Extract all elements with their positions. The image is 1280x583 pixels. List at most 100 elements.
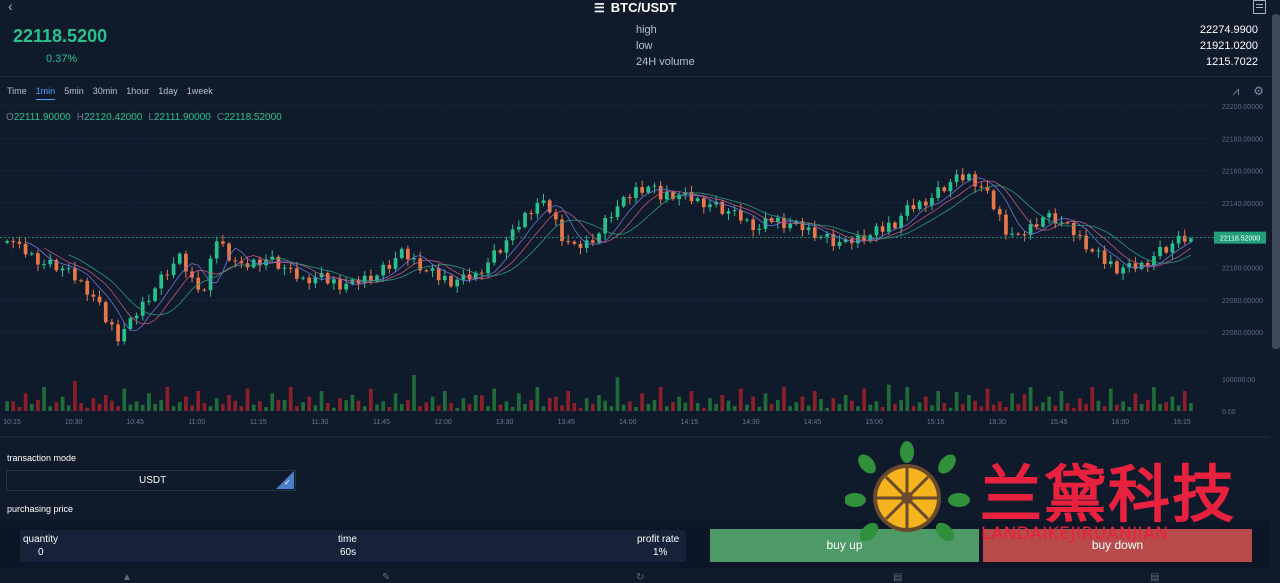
volume-bar	[251, 404, 256, 411]
volume-bar	[1084, 403, 1088, 411]
wallet-icon[interactable]: ▤	[893, 572, 903, 583]
candle	[664, 191, 669, 200]
candle	[449, 275, 453, 287]
volume-bar	[122, 388, 127, 411]
volume-bar	[1164, 402, 1169, 411]
volume-bar	[529, 399, 534, 411]
purchasing-price-label: purchasing price	[7, 504, 74, 514]
candle	[147, 300, 151, 302]
x-tick-label: 16:00	[1112, 419, 1130, 426]
scrollbar[interactable]	[1272, 14, 1280, 349]
candle	[227, 243, 231, 261]
gear-icon[interactable]: ⚙	[1253, 84, 1264, 98]
volume-bar	[794, 402, 799, 411]
tab-5min[interactable]: 5min	[64, 86, 84, 96]
kline-chart[interactable]: 22200.00000 22180.00000 22160.00000 22140.0…	[0, 100, 1270, 430]
pair-title: BTC/USDT	[610, 0, 677, 15]
time-value[interactable]: 60s	[340, 547, 357, 558]
candle	[1115, 261, 1119, 274]
volume-bar	[886, 384, 891, 411]
candle	[480, 272, 484, 274]
chevron-left-icon[interactable]: ‹	[8, 0, 13, 14]
candle	[769, 218, 774, 223]
volume-bar	[147, 393, 151, 411]
buy-down-button[interactable]: buy down	[983, 529, 1252, 562]
volume-bar	[683, 402, 688, 411]
volume-bar	[695, 403, 700, 411]
volume-bar	[757, 407, 762, 411]
candle	[60, 268, 65, 271]
volume-bar	[1028, 387, 1033, 411]
x-tick-label: 14:45	[804, 419, 822, 426]
candle	[917, 201, 922, 210]
open-label: O	[6, 112, 14, 123]
tab-30min[interactable]: 30min	[92, 86, 118, 96]
volume-bar	[609, 406, 614, 411]
tab-time[interactable]: Time	[7, 86, 27, 96]
volume-bar	[79, 403, 83, 411]
volume-bar	[85, 407, 90, 411]
volume-bar	[1139, 403, 1144, 411]
chart-indicator-icon[interactable]: ⩘	[1232, 84, 1240, 98]
volume-bar	[128, 404, 133, 411]
x-tick-label: 10:30	[65, 419, 83, 426]
candle	[911, 205, 916, 210]
candle	[239, 261, 244, 264]
buy-up-button[interactable]: buy up	[710, 529, 979, 562]
transaction-mode-select[interactable]: USDT ✓	[6, 470, 296, 491]
candle	[597, 233, 601, 243]
volume-bar	[91, 398, 96, 411]
volume-bar	[159, 399, 164, 411]
low-ohlc-label: L	[148, 112, 154, 123]
high-value: 22274.9900	[1199, 24, 1258, 36]
interval-tabs: Time 1min 5min 30min 1hour 1day 1week	[7, 86, 222, 100]
volume-bar	[245, 388, 250, 411]
ohlc-readout: O22111.90000 H22120.42000 L22111.90000 C…	[6, 112, 282, 123]
x-tick-label: 14:00	[619, 419, 637, 426]
x-tick-label: 15:30	[988, 419, 1006, 426]
tab-1week[interactable]: 1week	[186, 86, 213, 96]
volume-bar	[510, 407, 515, 411]
candle	[1004, 214, 1008, 235]
user-icon[interactable]: ▤	[1150, 572, 1160, 583]
volume-bar	[627, 401, 632, 411]
candle	[1059, 222, 1064, 224]
candle	[73, 268, 77, 281]
volume-bar	[560, 405, 564, 411]
candle	[443, 275, 447, 281]
volume-bar	[677, 396, 682, 411]
candle	[751, 219, 755, 230]
volume-bar	[288, 387, 293, 411]
volume-bar	[960, 403, 965, 411]
candle	[720, 201, 725, 214]
volume-bar	[954, 391, 959, 411]
volume-bar	[393, 393, 398, 411]
volume-bar	[258, 401, 262, 411]
tab-1min[interactable]: 1min	[35, 86, 56, 100]
candle	[708, 204, 712, 208]
candle	[862, 235, 866, 242]
candle	[553, 212, 558, 220]
volume-bar	[1115, 404, 1119, 411]
candle	[17, 241, 22, 244]
home-icon[interactable]: ▲	[122, 572, 132, 583]
volume-bar	[449, 403, 453, 411]
tab-1day[interactable]: 1day	[158, 86, 178, 96]
y-tick-label: 22080.00000	[1222, 298, 1263, 305]
refresh-icon[interactable]: ↻	[636, 572, 645, 583]
document-icon[interactable]	[1253, 0, 1266, 14]
page-title[interactable]: ☰ BTC/USDT	[594, 0, 676, 15]
candle	[1090, 249, 1095, 252]
volume-bar	[572, 403, 577, 411]
candle	[313, 277, 318, 284]
tab-1hour[interactable]: 1hour	[126, 86, 150, 96]
volume-bar	[387, 407, 392, 411]
volume-bar	[911, 406, 916, 411]
list-icon[interactable]: ☰	[594, 0, 605, 15]
volume-bar	[42, 387, 46, 411]
chart-icon[interactable]: ✎	[382, 572, 391, 583]
candle	[1170, 243, 1175, 253]
quantity-value[interactable]: 0	[38, 547, 44, 558]
candle	[36, 253, 40, 265]
volume-value: 1215.7022	[1206, 56, 1258, 68]
